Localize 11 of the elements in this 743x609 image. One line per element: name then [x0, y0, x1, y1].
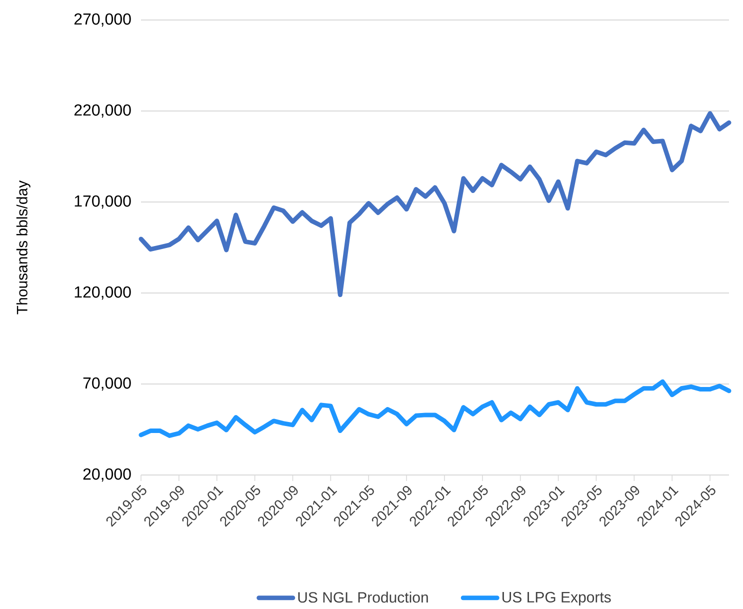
- y-tick-label: 20,000: [83, 468, 131, 482]
- y-tick-label: 120,000: [74, 286, 131, 300]
- y-tick-label: 270,000: [74, 13, 131, 27]
- line-series: [138, 379, 732, 438]
- legend-label: US NGL Production: [298, 592, 428, 603]
- y-axis-title: Thousands bbls/day: [16, 180, 30, 314]
- legend-label: US LPG Exports: [502, 592, 611, 606]
- y-tick-label: 170,000: [74, 195, 131, 209]
- line-series: [138, 111, 732, 298]
- y-tick-label: 220,000: [74, 104, 131, 118]
- y-tick-label: 70,000: [83, 377, 131, 391]
